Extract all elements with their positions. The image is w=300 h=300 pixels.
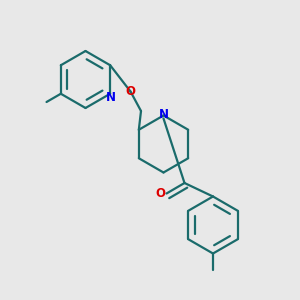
Text: N: N	[158, 107, 169, 121]
Text: O: O	[155, 187, 165, 200]
Text: N: N	[106, 91, 116, 104]
Text: O: O	[125, 85, 136, 98]
